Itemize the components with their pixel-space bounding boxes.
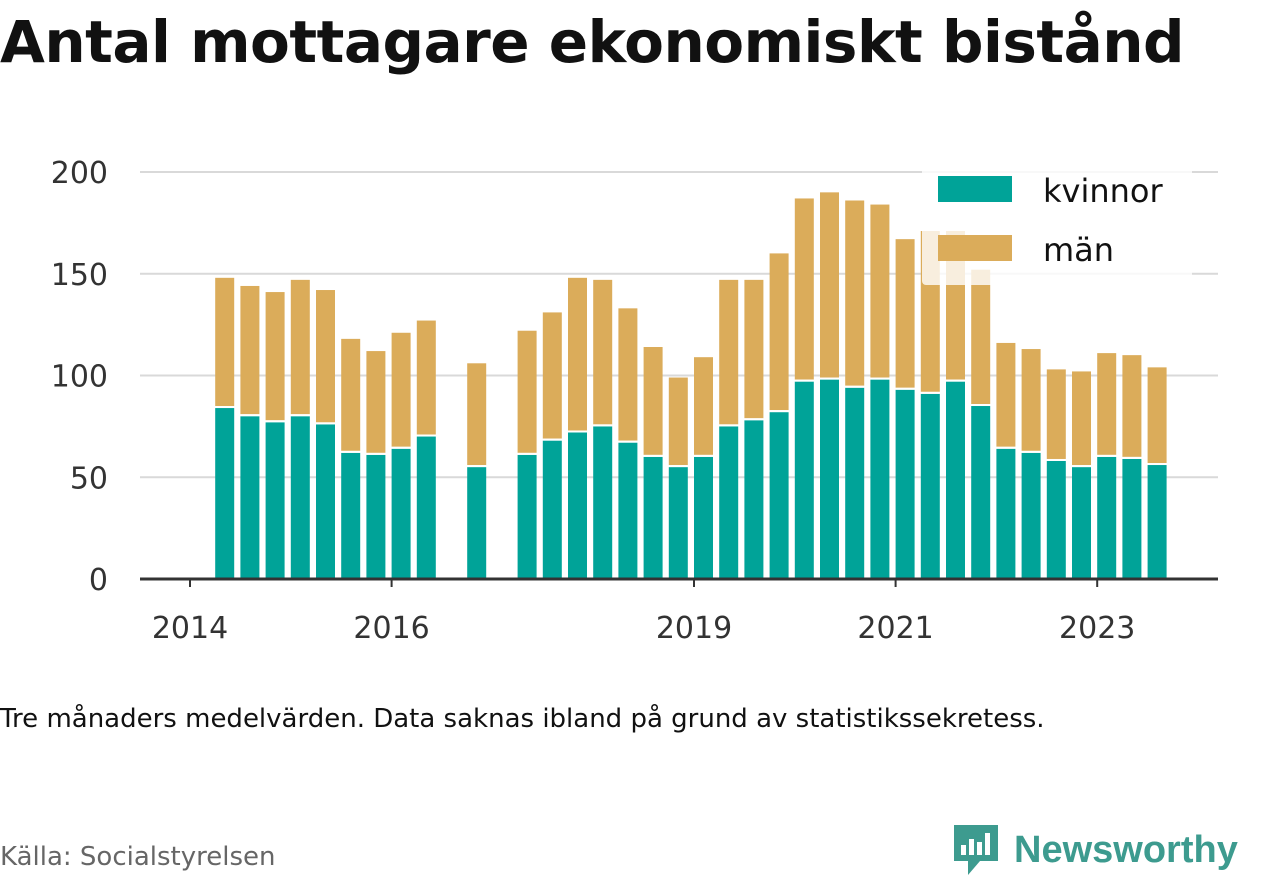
- bar-man: [820, 192, 839, 378]
- bar-kvinnor: [1072, 467, 1091, 579]
- bar-kvinnor: [517, 454, 537, 579]
- x-tick-label: 2019: [656, 611, 732, 646]
- bar-kvinnor: [769, 412, 789, 579]
- bar-kvinnor: [694, 456, 713, 579]
- y-tick-label: 200: [51, 156, 108, 191]
- bar-kvinnor: [1097, 456, 1117, 579]
- chart-note: Tre månaders medelvärden. Data saknas ib…: [0, 704, 1045, 734]
- legend-label: kvinnor: [1043, 172, 1164, 210]
- bar-man: [341, 338, 361, 451]
- bar-kvinnor: [467, 467, 487, 579]
- bar-kvinnor: [820, 379, 839, 579]
- bar-kvinnor: [1021, 452, 1041, 579]
- bar-man: [316, 290, 335, 423]
- bar-man: [643, 347, 663, 455]
- brand-logo: Newsworthy: [950, 820, 1238, 880]
- bar-kvinnor: [895, 389, 915, 579]
- bar-man: [391, 332, 411, 447]
- bar-man: [542, 312, 562, 439]
- bar-man: [568, 277, 587, 431]
- x-tick-label: 2021: [857, 611, 933, 646]
- bar-man: [1097, 353, 1117, 455]
- bar-kvinnor: [366, 454, 386, 579]
- axes: 0 50 100 150 200 2014 2016 2019 2021 2023: [51, 156, 1218, 646]
- newsworthy-logo-icon: [954, 825, 998, 875]
- bar-kvinnor: [744, 420, 764, 579]
- bar-kvinnor: [845, 387, 865, 579]
- bar-man: [215, 277, 235, 407]
- bar-kvinnor: [794, 381, 814, 579]
- chart: 0 50 100 150 200 2014 2016 2019 2021 2023 kvinnor…: [51, 156, 1218, 646]
- bar-kvinnor: [870, 379, 890, 579]
- bar-kvinnor: [265, 422, 285, 579]
- x-tick-label: 2014: [152, 611, 228, 646]
- bar-man: [1021, 349, 1041, 451]
- y-tick-label: 50: [70, 461, 108, 496]
- bar-kvinnor: [1046, 460, 1066, 579]
- bar-kvinnor: [1147, 465, 1167, 579]
- bar-man: [971, 269, 991, 405]
- bar-man: [517, 330, 537, 453]
- bar-kvinnor: [719, 426, 739, 579]
- bar-kvinnor: [996, 448, 1016, 579]
- bar-kvinnor: [618, 442, 638, 579]
- bar-man: [769, 253, 789, 411]
- bar-man: [1046, 369, 1066, 459]
- bar-kvinnor: [1122, 458, 1142, 579]
- bar-kvinnor: [391, 448, 411, 579]
- chart-title: Antal mottagare ekonomiskt bistånd: [0, 8, 1185, 76]
- brand-name: Newsworthy: [1014, 828, 1238, 871]
- bar-man: [1072, 371, 1091, 466]
- legend-swatch: [938, 235, 1012, 261]
- bar-man: [366, 351, 386, 453]
- legend-swatch: [938, 176, 1012, 202]
- bar-man: [845, 200, 865, 386]
- bar-man: [668, 377, 688, 466]
- bar-man: [870, 204, 890, 378]
- source-text: Källa: Socialstyrelsen: [0, 842, 276, 872]
- bar-man: [265, 292, 285, 421]
- bar-man: [895, 239, 915, 388]
- bar-man: [467, 363, 487, 466]
- bar-kvinnor: [341, 452, 361, 579]
- bar-kvinnor: [593, 426, 613, 579]
- bar-kvinnor: [920, 393, 940, 579]
- bar-kvinnor: [416, 436, 436, 579]
- bar-man: [1122, 355, 1142, 457]
- bar-kvinnor: [316, 424, 335, 579]
- bar-man: [416, 320, 436, 435]
- y-tick-label: 100: [51, 360, 108, 395]
- bar-man: [694, 357, 713, 455]
- bar-kvinnor: [240, 416, 260, 579]
- legend: kvinnor män: [922, 165, 1192, 285]
- bar-kvinnor: [290, 416, 310, 579]
- y-tick-label: 150: [51, 258, 108, 293]
- bar-kvinnor: [971, 406, 991, 579]
- bar-kvinnor: [946, 381, 965, 579]
- bar-man: [996, 342, 1016, 447]
- bar-kvinnor: [568, 432, 587, 579]
- bar-kvinnor: [215, 408, 235, 579]
- bar-man: [618, 308, 638, 441]
- bar-man: [719, 279, 739, 425]
- x-tick-label: 2023: [1059, 611, 1135, 646]
- x-tick-label: 2016: [353, 611, 429, 646]
- y-tick-label: 0: [89, 563, 108, 598]
- bar-man: [794, 198, 814, 380]
- bar-man: [290, 279, 310, 415]
- bar-kvinnor: [668, 467, 688, 579]
- bar-man: [593, 279, 613, 425]
- legend-label: män: [1043, 231, 1114, 269]
- bar-man: [744, 279, 764, 419]
- bar-kvinnor: [542, 440, 562, 579]
- bars: [215, 192, 1167, 579]
- bar-man: [1147, 367, 1167, 464]
- bar-kvinnor: [643, 456, 663, 579]
- bar-man: [240, 285, 260, 415]
